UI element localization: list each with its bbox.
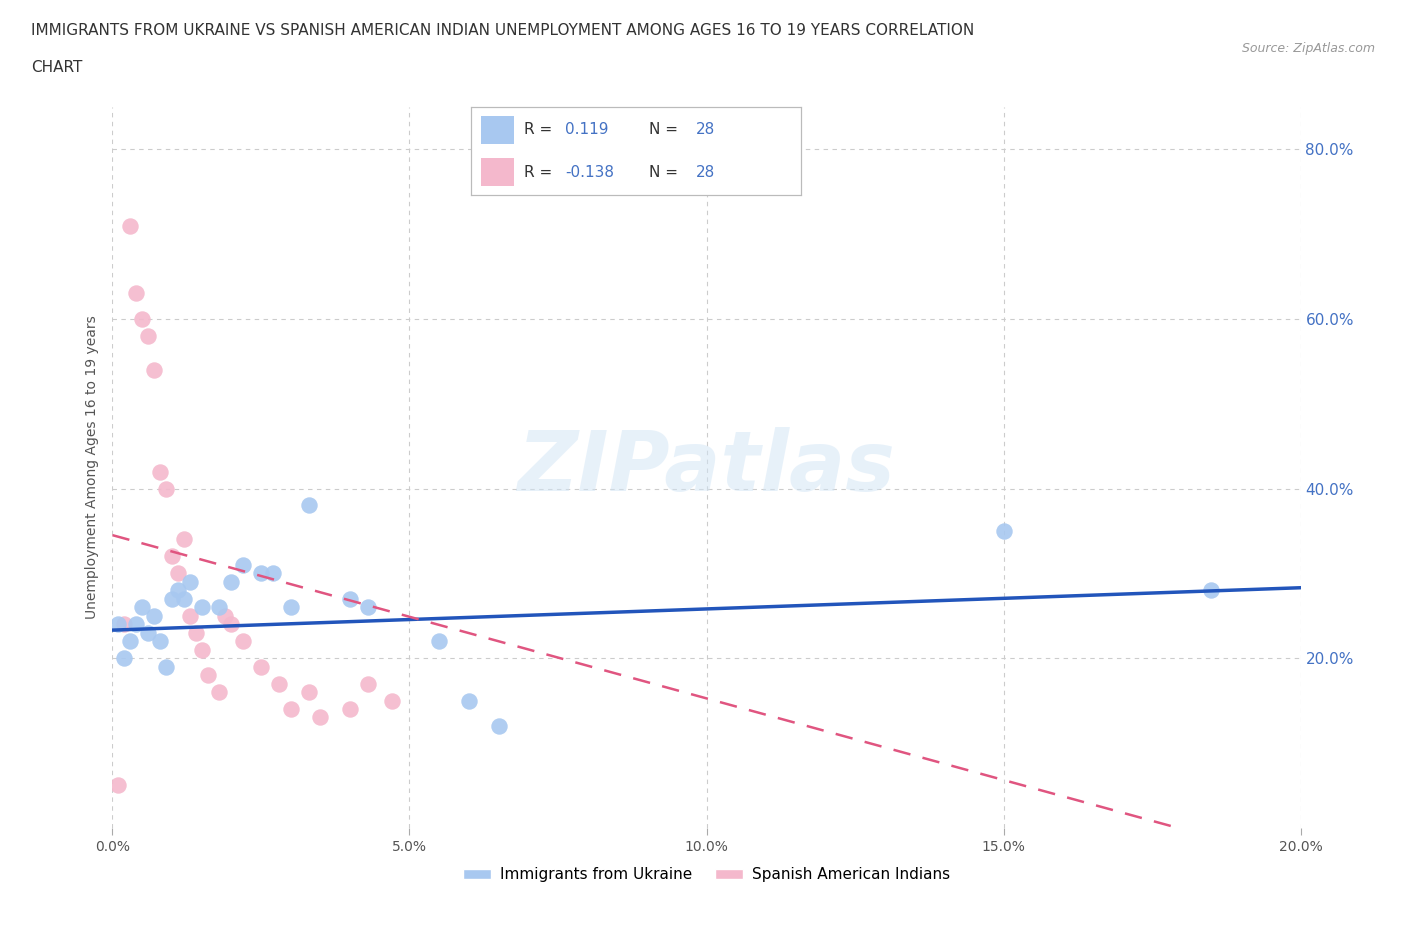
Point xyxy=(184,625,207,640)
Point xyxy=(190,600,212,615)
Point xyxy=(427,633,450,648)
Point xyxy=(166,583,188,598)
Text: -0.138: -0.138 xyxy=(565,165,614,179)
Text: 0.119: 0.119 xyxy=(565,123,609,138)
Text: ZIPatlas: ZIPatlas xyxy=(517,427,896,508)
Point xyxy=(993,524,1015,538)
Point xyxy=(250,565,273,580)
Text: Source: ZipAtlas.com: Source: ZipAtlas.com xyxy=(1241,42,1375,55)
Point xyxy=(280,701,302,716)
Point xyxy=(262,565,284,580)
Point xyxy=(107,777,129,792)
Point xyxy=(155,481,177,496)
Point xyxy=(149,633,172,648)
Point xyxy=(208,600,231,615)
Point xyxy=(219,617,242,631)
Y-axis label: Unemployment Among Ages 16 to 19 years: Unemployment Among Ages 16 to 19 years xyxy=(86,315,100,619)
Point xyxy=(149,464,172,479)
Point xyxy=(297,684,319,699)
Bar xyxy=(481,116,515,144)
Point xyxy=(1201,583,1223,598)
Point xyxy=(160,591,183,606)
Text: CHART: CHART xyxy=(31,60,83,75)
Point xyxy=(136,625,159,640)
Point xyxy=(381,693,404,708)
Point xyxy=(297,498,319,513)
Point xyxy=(197,668,219,683)
Point xyxy=(143,608,166,623)
Point xyxy=(136,328,159,343)
Point xyxy=(173,532,195,547)
Point xyxy=(155,659,177,674)
Point xyxy=(250,659,273,674)
Text: 28: 28 xyxy=(696,123,714,138)
Point xyxy=(309,710,332,724)
Point xyxy=(131,312,153,326)
Point xyxy=(107,617,129,631)
Point xyxy=(190,643,212,658)
Point xyxy=(112,651,135,666)
Text: R =: R = xyxy=(524,123,557,138)
Legend: Immigrants from Ukraine, Spanish American Indians: Immigrants from Ukraine, Spanish America… xyxy=(457,861,956,888)
Point xyxy=(166,565,188,580)
Point xyxy=(357,600,380,615)
Point xyxy=(120,633,142,648)
Point xyxy=(280,600,302,615)
Text: IMMIGRANTS FROM UKRAINE VS SPANISH AMERICAN INDIAN UNEMPLOYMENT AMONG AGES 16 TO: IMMIGRANTS FROM UKRAINE VS SPANISH AMERI… xyxy=(31,23,974,38)
Point xyxy=(488,719,510,734)
Point xyxy=(214,608,236,623)
Text: R =: R = xyxy=(524,165,557,179)
Point xyxy=(125,286,148,301)
Point xyxy=(125,617,148,631)
Text: N =: N = xyxy=(650,165,683,179)
Point xyxy=(208,684,231,699)
Point xyxy=(232,557,254,572)
Point xyxy=(267,676,290,691)
Point xyxy=(357,676,380,691)
Point xyxy=(160,549,183,564)
Point xyxy=(179,608,201,623)
Point xyxy=(457,693,479,708)
Point xyxy=(143,363,166,378)
Text: N =: N = xyxy=(650,123,683,138)
Point xyxy=(179,575,201,590)
Point xyxy=(131,600,153,615)
Point xyxy=(112,617,135,631)
Bar xyxy=(481,158,515,186)
Point xyxy=(219,575,242,590)
Text: 28: 28 xyxy=(696,165,714,179)
Point xyxy=(173,591,195,606)
Point xyxy=(232,633,254,648)
Point xyxy=(120,219,142,233)
Point xyxy=(339,701,361,716)
Point xyxy=(339,591,361,606)
